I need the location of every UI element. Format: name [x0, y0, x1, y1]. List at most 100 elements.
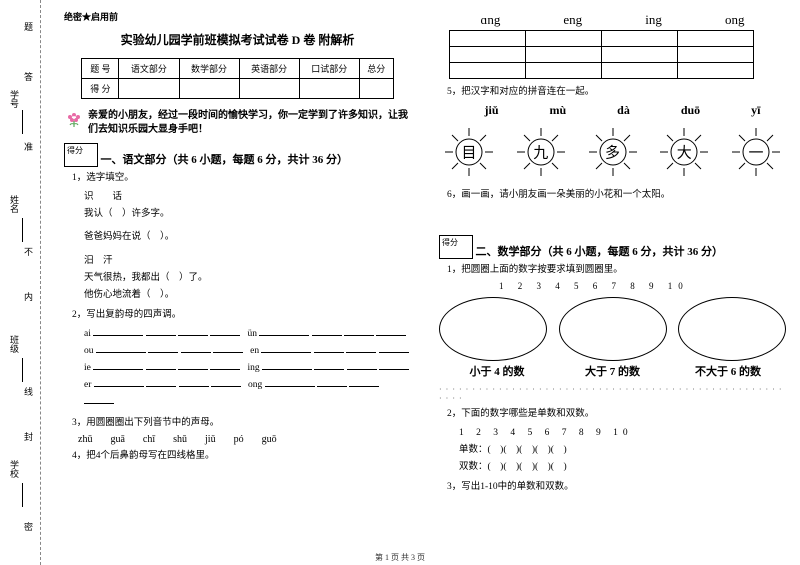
oval-label: 不大于 6 的数 [674, 363, 782, 379]
q1-opt: 汨 汗 [84, 253, 411, 270]
scorebox[interactable]: 得分 [439, 235, 473, 259]
score-table: 题 号 语文部分 数学部分 英语部分 口试部分 总分 得 分 [81, 58, 393, 99]
q2-sym: en [250, 346, 259, 356]
sun-char: 一 [748, 142, 763, 163]
section1-title: 一、语文部分（共 6 小题，每题 6 分，共计 36 分） [101, 154, 349, 166]
score-header: 总分 [359, 59, 393, 79]
scorebox[interactable]: 得分 [64, 143, 98, 167]
score-cell[interactable] [119, 79, 179, 99]
pinyin: mù [549, 103, 566, 118]
four-line-header: ɑng eng ing ong [449, 12, 776, 28]
margin-label: 姓名 [8, 195, 21, 213]
sun-icon: 大 [656, 124, 712, 180]
q3-pinyin-row: zhū guā chī shū jiǔ pó guō [78, 434, 411, 445]
intro-block: 亲爱的小朋友，经过一段时间的愉快学习，你一定学到了许多知识，让我们去知识乐园大显… [64, 109, 411, 137]
pinyin: chī [143, 434, 155, 445]
left-column: 绝密★启用前 实验幼儿园学前班模拟考试试卷 D 卷 附解析 题 号 语文部分 数… [50, 0, 425, 565]
binding-margin: 题 答 学号 准 姓名 不 内 班级 线 封 学校 密 [0, 0, 50, 565]
score-cell[interactable] [179, 79, 239, 99]
margin-label: 封 [24, 430, 33, 443]
section2-head-row: 得分 二、数学部分（共 6 小题，每题 6 分，共计 36 分） [439, 235, 786, 259]
sun-icon: 多 [585, 124, 641, 180]
r5: 5，把汉字和对应的拼音连在一起。 [447, 85, 786, 99]
score-header: 口试部分 [299, 59, 359, 79]
oval[interactable] [559, 297, 667, 361]
q1-line: 我认（ ）许多字。 [84, 206, 411, 223]
sun-icon: 九 [513, 124, 569, 180]
confidential-label: 绝密★启用前 [64, 10, 411, 23]
sun-char: 九 [533, 142, 548, 163]
oval[interactable] [678, 297, 786, 361]
dotted-divider: · · · · · · · · · · · · · · · · · · · · … [439, 385, 786, 403]
pinyin: yī [751, 103, 760, 118]
m2: 2，下面的数字哪些是单数和双数。 [447, 407, 786, 421]
margin-label: 内 [24, 290, 33, 303]
pinyin: zhū [78, 434, 92, 445]
intro-text: 亲爱的小朋友，经过一段时间的愉快学习，你一定学到了许多知识，让我们去知识乐园大显… [88, 109, 411, 137]
m2-numbers: 1 2 3 4 5 6 7 8 9 10 [459, 425, 786, 442]
q2-sym: ie [84, 363, 91, 373]
pinyin-final: eng [563, 12, 582, 28]
score-cell[interactable] [239, 79, 299, 99]
sun-char: 多 [605, 142, 620, 163]
section2-title: 二、数学部分（共 6 小题，每题 6 分，共计 36 分） [476, 246, 724, 258]
pinyin-final: ong [725, 12, 745, 28]
margin-label: 学校 [8, 460, 21, 478]
r5-pinyin-row: jiǔ mù dà duō yī [459, 103, 786, 118]
q1-line: 天气很热，我都出（ ）了。 [84, 270, 411, 287]
page-footer: 第 1 页 共 3 页 [0, 552, 800, 563]
m3: 3，写出1-10中的单数和双数。 [447, 480, 786, 494]
margin-label: 不 [24, 245, 33, 258]
q2-sym: ou [84, 346, 94, 356]
q2-sym: ong [248, 380, 262, 390]
pinyin-final: ing [645, 12, 662, 28]
q3: 3，用圆圈圈出下列音节中的声母。 [72, 416, 411, 430]
m2-even: 双数：( )( )( )( )( ) [459, 459, 786, 476]
q1: 1，选字填空。 [72, 171, 411, 185]
pinyin: shū [173, 434, 187, 445]
q2: 2，写出复韵母的四声调。 [72, 308, 411, 322]
flower-icon [64, 109, 84, 129]
score-row-label: 得 分 [82, 79, 119, 99]
q2-sym: ing [247, 363, 259, 373]
pinyin-final: ɑng [481, 12, 501, 28]
score-header: 题 号 [82, 59, 119, 79]
oval-row [439, 297, 786, 361]
fold-line [40, 0, 41, 565]
margin-label: 密 [24, 520, 33, 533]
pinyin: pó [234, 434, 244, 445]
q1-line: 爸爸妈妈在说（ ）。 [84, 229, 411, 246]
m1: 1，把圆圈上面的数字按要求填到圆圈里。 [447, 263, 786, 277]
sun-icon: 一 [728, 124, 784, 180]
sun-icon: 目 [441, 124, 497, 180]
q1-line: 他伤心地流着（ ）。 [84, 287, 411, 304]
score-header: 语文部分 [119, 59, 179, 79]
score-cell[interactable] [299, 79, 359, 99]
oval[interactable] [439, 297, 547, 361]
score-header: 英语部分 [239, 59, 299, 79]
q2-sym: er [84, 380, 91, 390]
margin-label: 准 [24, 140, 33, 153]
sun-char: 大 [677, 142, 692, 163]
q2-row: ai ün [84, 326, 411, 343]
q2-sym: ai [84, 329, 91, 339]
q2-row: er ong [84, 377, 411, 411]
margin-label: 线 [24, 385, 33, 398]
pinyin: duō [681, 103, 700, 118]
four-line-grid[interactable] [449, 30, 754, 79]
margin-label: 答 [24, 70, 33, 83]
m1-numbers: 1 2 3 4 5 6 7 8 9 10 [499, 281, 786, 291]
pinyin: guā [110, 434, 124, 445]
sun-char: 目 [461, 142, 476, 163]
m2-odd: 单数：( )( )( )( )( ) [459, 442, 786, 459]
oval-label: 小于 4 的数 [443, 363, 551, 379]
right-column: ɑng eng ing ong 5，把汉字和对应的拼音连在一起。 jiǔ mù … [425, 0, 800, 565]
margin-label: 学号 [8, 90, 21, 108]
pinyin: jiǔ [484, 103, 498, 118]
page: 题 答 学号 准 姓名 不 内 班级 线 封 学校 密 绝密★启用前 实验幼儿园… [0, 0, 800, 565]
pinyin: guō [262, 434, 277, 445]
exam-title: 实验幼儿园学前班模拟考试试卷 D 卷 附解析 [64, 31, 411, 48]
oval-label: 大于 7 的数 [559, 363, 667, 379]
sun-row: 目 九 多 大 一 [441, 124, 784, 180]
score-cell[interactable] [359, 79, 393, 99]
